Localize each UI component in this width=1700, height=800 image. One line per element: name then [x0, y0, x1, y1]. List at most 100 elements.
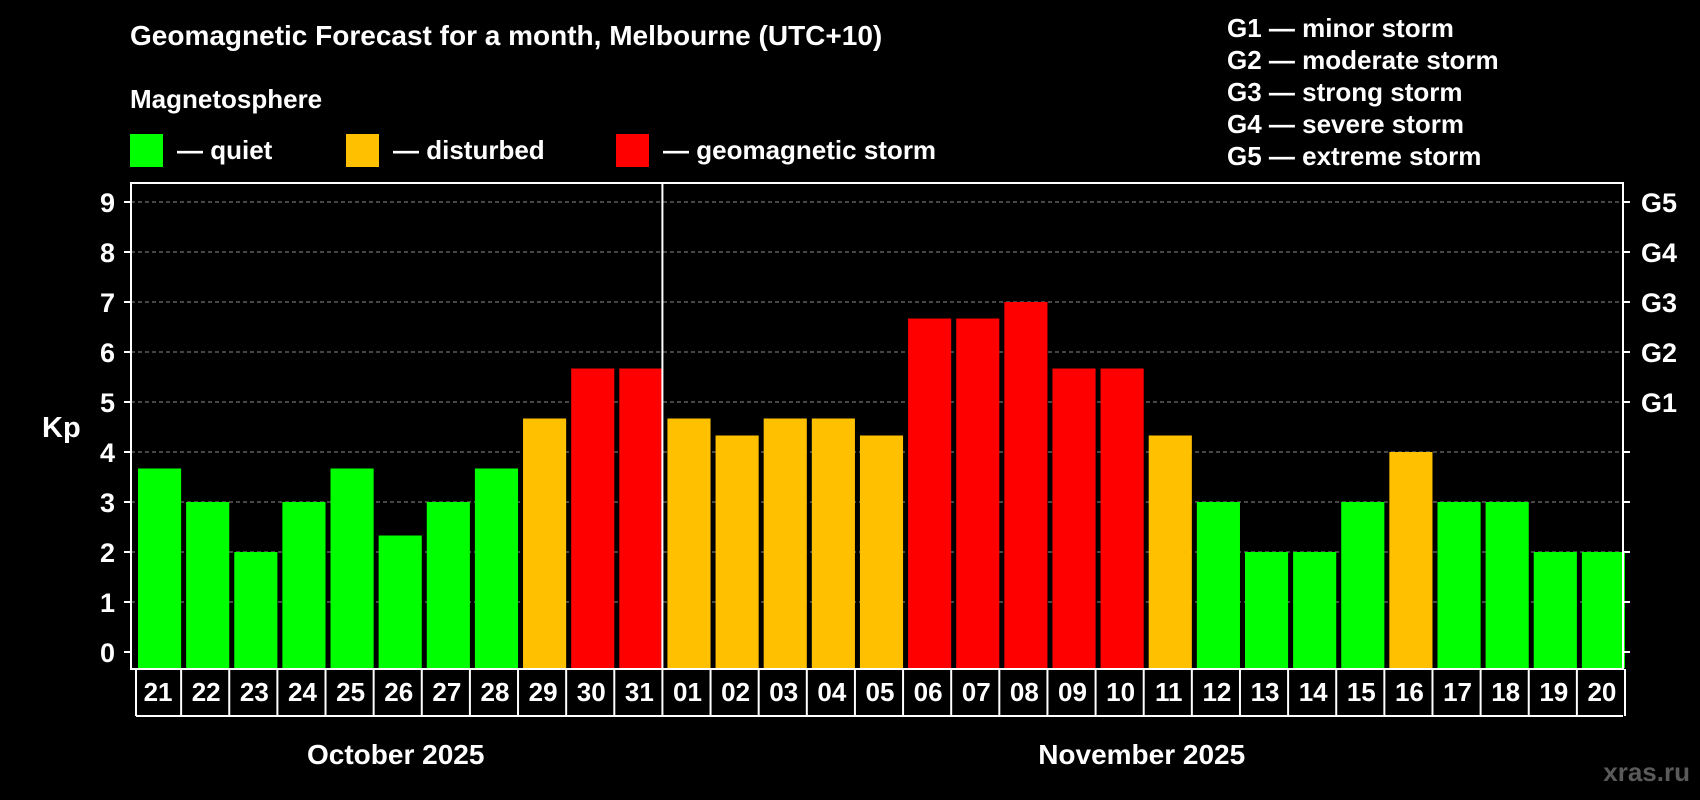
legend-item-storm: — geomagnetic storm: [616, 134, 936, 167]
y-tick-label-4: 4: [100, 438, 115, 468]
bar-day-15: [811, 418, 855, 668]
legend-swatch-quiet: [130, 134, 163, 167]
y-tick-label-2: 2: [100, 538, 115, 568]
x-tick-label-29: 18: [1491, 677, 1520, 707]
bar-day-26: [1341, 502, 1385, 668]
bar-day-23: [1196, 502, 1240, 668]
bar-day-8: [474, 468, 519, 668]
g-level-label-g2: G2: [1641, 338, 1677, 368]
x-tick-label-25: 14: [1299, 677, 1328, 707]
bar-day-6: [378, 535, 422, 668]
y-tick-label-5: 5: [100, 388, 115, 418]
bar-day-31: [1581, 552, 1625, 668]
bar-day-3: [234, 552, 278, 668]
x-tick-label-12: 01: [673, 677, 702, 707]
legend-heading: Magnetosphere: [130, 84, 323, 114]
x-tick-label-8: 28: [481, 677, 510, 707]
x-tick-label-7: 27: [432, 677, 461, 707]
bar-day-10: [571, 368, 615, 668]
legend-label-storm: — geomagnetic storm: [663, 135, 937, 165]
x-tick-label-16: 05: [866, 677, 895, 707]
bar-day-29: [1485, 502, 1529, 668]
bar-day-27: [1389, 452, 1433, 668]
x-tick-label-26: 15: [1347, 677, 1376, 707]
bar-day-12: [667, 418, 711, 668]
month-label-1: October 2025: [307, 739, 484, 770]
x-tick-label-14: 03: [769, 677, 798, 707]
bar-day-19: [1004, 302, 1048, 668]
y-tick-label-7: 7: [100, 288, 115, 318]
bar-day-1: [138, 468, 182, 668]
y-tick-label-1: 1: [100, 588, 115, 618]
y-tick-label-8: 8: [100, 238, 115, 268]
x-tick-label-18: 07: [962, 677, 991, 707]
bar-day-9: [523, 418, 567, 668]
storm-scale-g2: G2 — moderate storm: [1227, 45, 1499, 75]
chart-title: Geomagnetic Forecast for a month, Melbou…: [130, 20, 883, 51]
x-tick-label-19: 08: [1010, 677, 1039, 707]
bar-day-28: [1437, 502, 1481, 668]
storm-scale-g1: G1 — minor storm: [1227, 13, 1454, 43]
month-label-2: November 2025: [1038, 739, 1245, 770]
plot-frame: [130, 182, 1624, 670]
legend-item-quiet: — quiet: [130, 134, 272, 167]
g-level-label-g4: G4: [1641, 238, 1677, 268]
x-tick-label-15: 04: [817, 677, 846, 707]
x-tick-label-22: 11: [1155, 677, 1183, 707]
x-tick-label-28: 17: [1443, 677, 1472, 707]
x-tick-label-30: 19: [1539, 677, 1568, 707]
storm-scale-g4: G4 — severe storm: [1227, 109, 1465, 139]
x-tick-label-10: 30: [577, 677, 606, 707]
legend-item-disturbed: — disturbed: [346, 134, 545, 167]
y-tick-label-6: 6: [100, 338, 115, 368]
bar-day-5: [330, 468, 374, 668]
storm-scale-g3: G3 — strong storm: [1227, 77, 1463, 107]
x-tick-label-27: 16: [1395, 677, 1424, 707]
bar-day-18: [956, 318, 1000, 668]
bar-day-22: [1148, 435, 1192, 668]
bar-day-7: [426, 502, 470, 668]
bar-day-14: [763, 418, 807, 668]
bar-day-21: [1100, 368, 1144, 668]
storm-scale-legend: G1 — minor storm G2 — moderate storm G3 …: [1227, 12, 1499, 172]
bar-day-16: [859, 435, 904, 668]
x-tick-label-13: 02: [721, 677, 750, 707]
x-tick-label-31: 20: [1587, 677, 1616, 707]
bar-day-24: [1244, 552, 1289, 668]
legend-swatch-disturbed: [346, 134, 379, 167]
watermark: xras.ru: [1603, 757, 1690, 787]
bar-day-17: [908, 318, 952, 668]
x-tick-label-17: 06: [914, 677, 943, 707]
storm-scale-g5: G5 — extreme storm: [1227, 141, 1482, 171]
legend-label-disturbed: — disturbed: [393, 135, 545, 165]
y-tick-label-0: 0: [100, 638, 115, 668]
x-tick-label-11: 31: [625, 677, 654, 707]
x-tick-label-3: 23: [240, 677, 269, 707]
legend-swatch-storm: [616, 134, 649, 167]
bar-day-11: [619, 368, 663, 668]
bar-day-4: [282, 502, 326, 668]
bar-day-2: [186, 502, 230, 668]
y-tick-label-3: 3: [100, 488, 115, 518]
x-tick-label-24: 13: [1251, 677, 1280, 707]
bar-day-30: [1533, 552, 1577, 668]
x-tick-label-5: 25: [336, 677, 365, 707]
x-tick-label-2: 22: [192, 677, 221, 707]
x-tick-label-4: 24: [288, 677, 317, 707]
y-axis-label: Kp: [42, 412, 81, 444]
x-tick-label-23: 12: [1202, 677, 1231, 707]
x-tick-label-21: 10: [1106, 677, 1135, 707]
legend-label-quiet: — quiet: [177, 135, 273, 165]
x-tick-label-9: 29: [529, 677, 558, 707]
bar-day-13: [715, 435, 759, 668]
y-tick-label-9: 9: [100, 188, 115, 218]
bar-day-25: [1293, 552, 1337, 668]
bar-layer: [138, 302, 1625, 668]
x-tick-label-1: 21: [144, 677, 173, 707]
x-tick-label-6: 26: [384, 677, 413, 707]
x-tick-label-20: 09: [1058, 677, 1087, 707]
g-level-label-g1: G1: [1641, 388, 1677, 418]
g-level-label-g5: G5: [1641, 188, 1677, 218]
